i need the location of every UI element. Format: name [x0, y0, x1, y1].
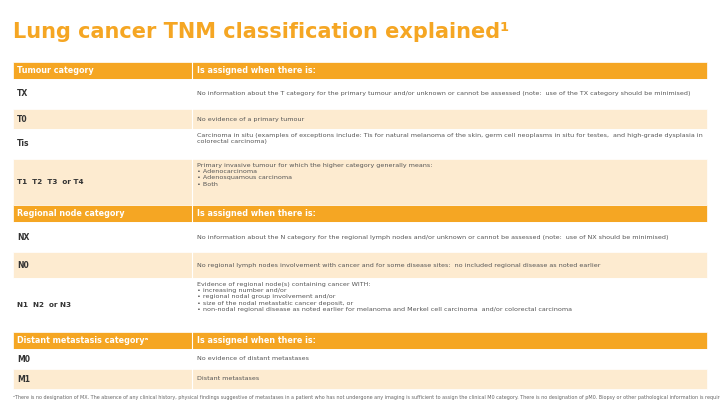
Text: Is assigned when there is:: Is assigned when there is:: [197, 209, 316, 218]
Text: No information about the N category for the regional lymph nodes and/or unknown : No information about the N category for …: [197, 234, 668, 239]
Text: M1: M1: [17, 375, 30, 384]
Bar: [13, 79, 707, 109]
Text: Is assigned when there is:: Is assigned when there is:: [197, 336, 316, 345]
Text: Distant metastasis categoryᵃ: Distant metastasis categoryᵃ: [17, 336, 148, 345]
Text: No regional lymph nodes involvement with cancer and for some disease sites:  no : No regional lymph nodes involvement with…: [197, 262, 600, 267]
Text: T1  T2  T3  or T4: T1 T2 T3 or T4: [17, 179, 84, 185]
Text: Primary invasive tumour for which the higher category generally means:
• Adenoca: Primary invasive tumour for which the hi…: [197, 163, 433, 187]
Bar: [13, 369, 707, 389]
Bar: [13, 62, 707, 79]
Text: M0: M0: [17, 354, 30, 364]
Text: No evidence of distant metastases: No evidence of distant metastases: [197, 356, 309, 362]
Text: TX: TX: [17, 90, 28, 98]
Bar: [13, 349, 707, 369]
Bar: [13, 252, 707, 278]
Text: Is assigned when there is:: Is assigned when there is:: [197, 66, 316, 75]
Bar: [13, 129, 707, 159]
Bar: [13, 159, 707, 205]
Text: ᵃThere is no designation of MX. The absence of any clinical history, physical fi: ᵃThere is no designation of MX. The abse…: [13, 395, 720, 400]
Text: NX: NX: [17, 232, 30, 241]
Text: T0: T0: [17, 115, 27, 124]
Text: No evidence of a primary tumour: No evidence of a primary tumour: [197, 117, 305, 121]
Bar: [13, 278, 707, 332]
Bar: [13, 222, 707, 252]
Text: N1  N2  or N3: N1 N2 or N3: [17, 302, 71, 308]
Bar: [13, 332, 707, 349]
Text: N0: N0: [17, 260, 29, 269]
Text: Tis: Tis: [17, 139, 30, 149]
Text: Evidence of regional node(s) containing cancer WITH:
• increasing number and/or
: Evidence of regional node(s) containing …: [197, 282, 572, 312]
Bar: [13, 109, 707, 129]
Text: Distant metastases: Distant metastases: [197, 377, 259, 382]
Bar: [13, 205, 707, 222]
Text: No information about the T category for the primary tumour and/or unknown or can: No information about the T category for …: [197, 92, 690, 96]
Text: Tumour category: Tumour category: [17, 66, 94, 75]
Text: Carcinoma in situ (examples of exceptions include: Tis for natural melanoma of t: Carcinoma in situ (examples of exception…: [197, 133, 703, 144]
Text: Regional node category: Regional node category: [17, 209, 125, 218]
Text: Lung cancer TNM classification explained¹: Lung cancer TNM classification explained…: [13, 22, 509, 42]
